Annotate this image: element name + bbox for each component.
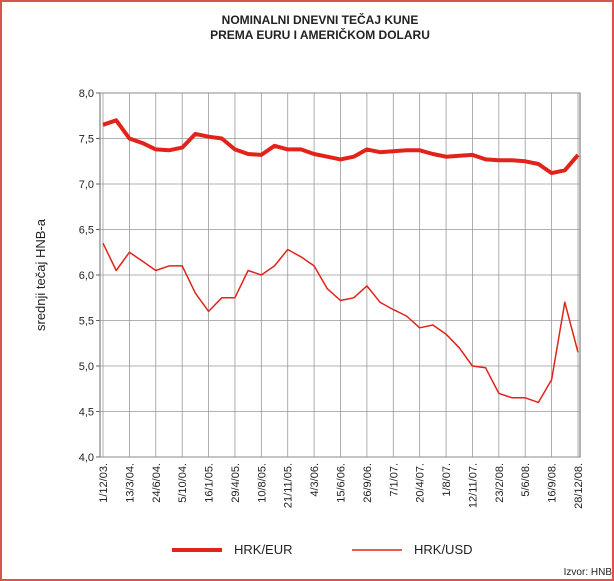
x-tick-label: 5/6/08.	[520, 463, 532, 497]
x-tick-label: 13/3/04.	[124, 463, 136, 503]
y-axis-label: srednji tečaj HNB-a	[33, 218, 48, 331]
x-tick-label: 1/12/03.	[98, 463, 110, 503]
y-tick-label: 7,0	[79, 179, 94, 191]
x-tick-label: 15/6/06.	[336, 463, 348, 503]
x-tick-label: 12/11/07.	[467, 463, 479, 508]
source: Izvor: HNB	[564, 567, 613, 578]
x-tick-label: 23/2/08.	[494, 463, 506, 503]
chart-title: NOMINALNI DNEVNI TEČAJ KUNE	[222, 12, 419, 27]
y-tick-label: 4,5	[79, 407, 94, 419]
y-tick-label: 4,0	[79, 452, 94, 464]
x-tick-label: 24/6/04.	[151, 463, 163, 503]
y-tick-label: 7,5	[79, 134, 94, 146]
legend-label: HRK/USD	[414, 542, 473, 557]
x-tick-label: 7/1/07.	[388, 463, 400, 497]
x-tick-label: 16/1/05.	[204, 463, 216, 503]
y-tick-label: 6,5	[79, 225, 94, 237]
legend-label: HRK/EUR	[234, 542, 293, 557]
x-tick-label: 20/4/07.	[415, 463, 427, 503]
x-tick-label: 5/10/04.	[177, 463, 189, 503]
chart-title: PREMA EURU I AMERIČKOM DOLARU	[210, 27, 430, 42]
series-line	[102, 118, 580, 176]
x-tick-label: 21/11/05.	[283, 463, 295, 508]
x-tick-label: 16/9/08.	[547, 463, 559, 503]
y-tick-label: 5,5	[79, 316, 94, 328]
x-tick-label: 28/12/08.	[573, 463, 585, 509]
x-tick-label: 29/4/05.	[230, 463, 242, 503]
y-tick-label: 5,0	[79, 361, 94, 373]
y-tick-label: 6,0	[79, 270, 94, 282]
x-tick-label: 10/8/05.	[256, 463, 268, 503]
x-tick-label: 4/3/06.	[309, 463, 321, 497]
y-tick-label: 8,0	[79, 88, 94, 100]
x-tick-label: 1/8/07.	[441, 463, 453, 497]
series-line	[102, 242, 579, 404]
x-tick-label: 26/9/06.	[362, 463, 374, 503]
